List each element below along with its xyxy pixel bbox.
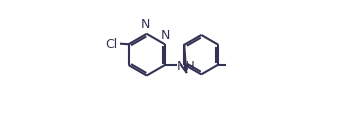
Text: N: N (161, 29, 171, 41)
Text: Cl: Cl (105, 38, 117, 51)
Text: NH: NH (177, 59, 196, 72)
Text: N: N (141, 18, 150, 31)
